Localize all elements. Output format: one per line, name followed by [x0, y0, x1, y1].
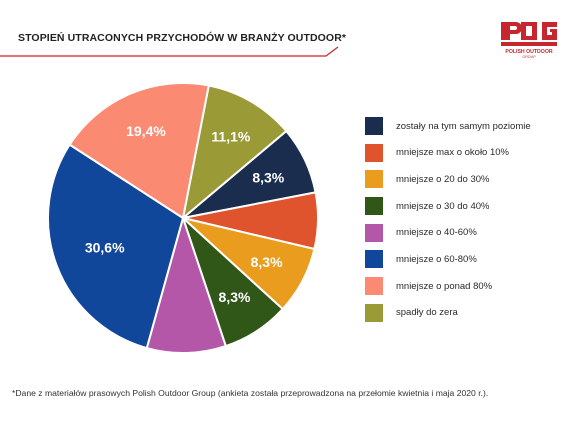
pie-slice-0 — [181, 84, 288, 221]
legend-label-0: zostały na tym samym poziomie — [396, 120, 531, 132]
legend-item-7: spadły do zera — [365, 303, 575, 322]
legend-item-4: mniejsze o 40-60% — [365, 223, 575, 242]
legend-label-2: mniejsze o 20 do 30% — [396, 173, 490, 185]
legend-swatch-4 — [365, 223, 383, 242]
pie-slice-label-0: 11,1% — [211, 129, 250, 145]
legend-swatch-7 — [365, 303, 383, 322]
pie-slice-label-7: 19,4% — [126, 123, 166, 139]
pie-slice-label-1: 8,3% — [252, 169, 284, 185]
legend-label-1: mniejsze max o około 10% — [396, 147, 509, 159]
pie-slice-label-3: 8,3% — [251, 254, 283, 270]
pie-slice-6 — [47, 143, 185, 350]
legend-swatch-5 — [365, 250, 383, 269]
pie-slice-label-6: 30,6% — [85, 240, 125, 256]
pie-slice-label-4: 8,3% — [219, 289, 251, 305]
legend-swatch-0 — [365, 117, 383, 135]
legend-item-0: zostały na tym samym poziomie — [365, 117, 575, 135]
logo-name: POLISH OUTDOOR — [505, 49, 553, 55]
legend-item-6: mniejsze o ponad 80% — [365, 277, 575, 296]
legend-item-2: mniejsze o 20 do 30% — [365, 170, 575, 189]
legend-item-3: mniejsze o 30 do 40% — [365, 197, 575, 216]
legend-label-4: mniejsze o 40-60% — [396, 227, 477, 239]
legend-swatch-2 — [365, 170, 383, 189]
legend-label-7: spadły do zera — [396, 307, 458, 319]
legend-item-1: mniejsze max o około 10% — [365, 143, 575, 162]
logo-subtitle: GROUP — [522, 55, 536, 59]
polish-outdoor-group-logo — [501, 22, 557, 46]
legend-swatch-6 — [365, 277, 383, 296]
legend-label-3: mniejsze o 30 do 40% — [396, 200, 490, 212]
legend-swatch-3 — [365, 197, 383, 216]
pie-slice-7 — [68, 82, 210, 220]
legend-swatch-1 — [365, 143, 383, 162]
chart-legend: zostały na tym samym poziomie mniejsze ma… — [365, 117, 575, 331]
legend-label-5: mniejsze o 60-80% — [396, 253, 477, 265]
title-underline — [0, 46, 339, 57]
footnote: *Dane z materiałów prasowych Polish Outd… — [12, 388, 489, 398]
legend-label-6: mniejsze o ponad 80% — [396, 280, 493, 292]
legend-item-5: mniejsze o 60-80% — [365, 250, 575, 269]
pie-slice-5 — [145, 214, 228, 354]
chart-title: STOPIEŃ UTRACONYCH PRZYCHODÓW W BRANŻY O… — [18, 32, 347, 44]
